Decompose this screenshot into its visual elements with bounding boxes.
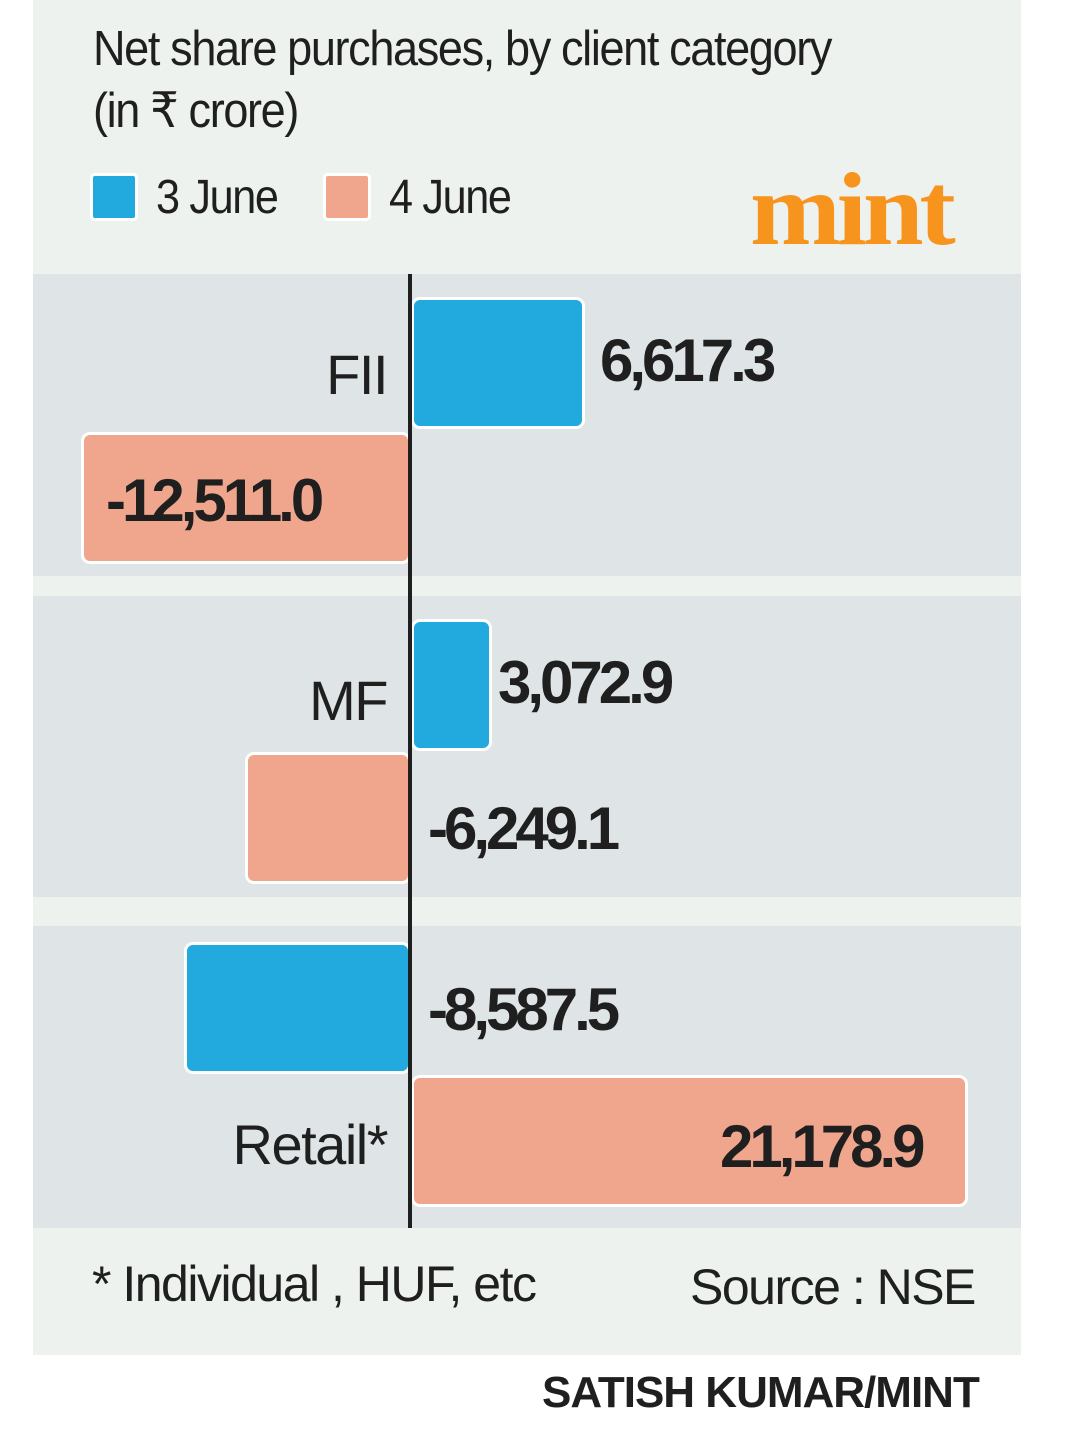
category-label-retail: Retail* [232,1113,389,1176]
legend-label: 4 June [389,170,512,224]
title-line-2: (in ₹ crore) [93,84,299,138]
value-mf-4-june: -6,249.1 [428,795,620,862]
title-line-1: Net share purchases, by client category [93,22,832,76]
category-label-mf: MF [309,669,388,732]
chart-title: Net share purchases, by client category … [93,18,832,142]
bar-fii-3-june [411,297,585,429]
legend-swatch-salmon [323,173,372,221]
value-retail-3-june: -8,587.5 [428,976,620,1043]
bar-fii-4-june [81,432,411,564]
bar-retail-4-june [411,1075,968,1207]
value-mf-3-june: 3,072.9 [498,649,674,716]
source-note: Source : NSE [690,1259,976,1315]
legend-swatch-blue [90,173,138,221]
legend-label: 3 June [156,170,279,224]
zero-axis-line [408,274,412,1228]
mint-logo: mint [750,152,956,267]
category-label-fii: FII [326,343,388,406]
bar-mf-4-june [245,752,411,884]
value-fii-3-june: 6,617.3 [600,327,776,394]
footnote: * Individual , HUF, etc [92,1256,537,1312]
legend-item-4-june: 4 June [323,170,524,225]
legend: 3 June 4 June [90,170,568,224]
credit-line: SATISH KUMAR/MINT [542,1368,980,1417]
group-mf [33,596,1021,897]
bar-retail-3-june [184,942,411,1074]
value-retail-4-june: 21,178.9 [720,1113,926,1180]
value-fii-4-june: -12,511.0 [106,467,324,534]
legend-item-3-june: 3 June [90,170,291,225]
bar-mf-3-june [411,619,492,751]
